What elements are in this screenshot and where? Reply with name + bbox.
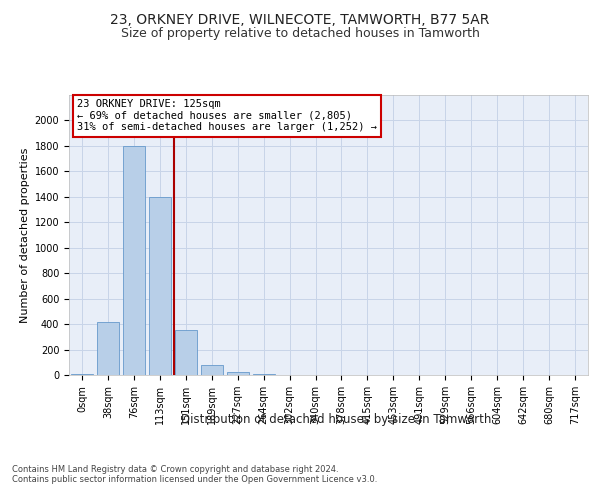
Text: 23 ORKNEY DRIVE: 125sqm
← 69% of detached houses are smaller (2,805)
31% of semi: 23 ORKNEY DRIVE: 125sqm ← 69% of detache…	[77, 99, 377, 132]
Text: Contains HM Land Registry data © Crown copyright and database right 2024.
Contai: Contains HM Land Registry data © Crown c…	[12, 465, 377, 484]
Bar	[200, 365, 223, 375]
Text: Distribution of detached houses by size in Tamworth: Distribution of detached houses by size …	[181, 412, 491, 426]
Y-axis label: Number of detached properties: Number of detached properties	[20, 148, 31, 322]
Bar	[123, 146, 145, 375]
Bar	[71, 374, 93, 375]
Bar	[175, 330, 197, 375]
Bar	[227, 372, 249, 375]
Bar	[149, 197, 171, 375]
Bar	[253, 374, 275, 375]
Text: Size of property relative to detached houses in Tamworth: Size of property relative to detached ho…	[121, 28, 479, 40]
Text: 23, ORKNEY DRIVE, WILNECOTE, TAMWORTH, B77 5AR: 23, ORKNEY DRIVE, WILNECOTE, TAMWORTH, B…	[110, 12, 490, 26]
Bar	[97, 322, 119, 375]
